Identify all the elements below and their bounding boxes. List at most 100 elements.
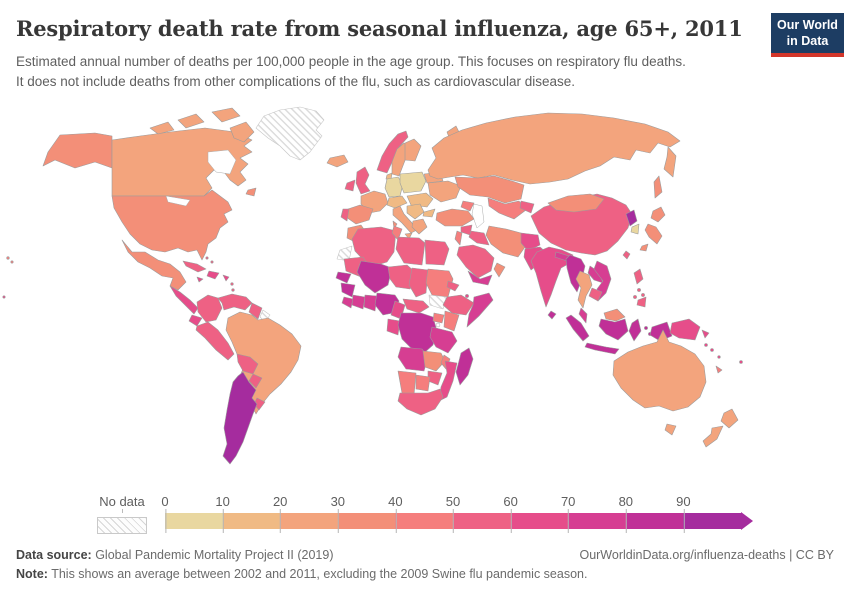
region-thailand[interactable] (575, 270, 593, 309)
region-solomon[interactable] (710, 348, 714, 352)
region-java[interactable] (584, 342, 620, 355)
region-kazakhstan[interactable] (454, 175, 525, 204)
region-lesser-antilles[interactable] (231, 288, 235, 292)
region-norway[interactable] (376, 130, 409, 174)
region-kyrgyz-tajik[interactable] (519, 200, 535, 214)
region-somalia[interactable] (466, 292, 494, 328)
region-kenya[interactable] (443, 310, 460, 332)
region-new-britain[interactable] (701, 329, 710, 339)
region-mexico[interactable] (121, 239, 187, 291)
region-usa[interactable] (111, 189, 233, 261)
region-eritrea[interactable] (446, 280, 460, 292)
region-botswana[interactable] (415, 374, 431, 392)
region-philippines-visayas[interactable] (637, 288, 641, 292)
region-south-africa[interactable] (397, 388, 444, 416)
region-solomon[interactable] (704, 343, 708, 347)
region-kalimantan[interactable] (598, 318, 629, 341)
region-australia[interactable] (612, 329, 707, 412)
region-ghana-togo-benin[interactable] (363, 294, 378, 312)
region-new-zealand-south[interactable] (702, 425, 724, 448)
region-colombia[interactable] (196, 294, 223, 323)
region-uganda[interactable] (432, 312, 445, 324)
region-jamaica[interactable] (196, 276, 204, 283)
region-drc[interactable] (397, 312, 438, 354)
region-philippines-visayas[interactable] (641, 293, 645, 297)
region-philippines-mindanao[interactable] (636, 296, 647, 308)
region-japan-honshu[interactable] (644, 223, 663, 245)
region-oman[interactable] (493, 262, 506, 278)
region-iran[interactable] (485, 225, 526, 258)
region-iceland[interactable] (326, 154, 349, 168)
region-canada-arctic-island[interactable] (149, 121, 175, 135)
region-portugal[interactable] (340, 208, 350, 222)
region-yemen[interactable] (467, 270, 493, 286)
region-central-europe[interactable] (386, 195, 408, 209)
region-vanuatu[interactable] (717, 355, 721, 359)
region-fiji[interactable] (739, 360, 743, 364)
region-philippines-visayas[interactable] (633, 295, 637, 299)
region-turkey[interactable] (435, 208, 475, 227)
region-sicily[interactable] (404, 232, 413, 240)
region-ethiopia[interactable] (442, 294, 475, 316)
region-bulgaria[interactable] (422, 208, 436, 218)
region-levant[interactable] (454, 230, 463, 246)
region-puerto-rico[interactable] (222, 274, 230, 282)
region-madagascar[interactable] (455, 347, 474, 386)
region-japan-hokkaido[interactable] (650, 206, 666, 223)
region-zambia[interactable] (422, 350, 446, 372)
region-north-korea[interactable] (625, 209, 638, 227)
region-sulawesi[interactable] (628, 318, 642, 342)
region-philippines-luzon[interactable] (633, 268, 644, 285)
owid-logo[interactable]: Our World in Data (771, 13, 844, 58)
region-chad[interactable] (408, 267, 429, 298)
region-djibouti[interactable] (465, 294, 469, 298)
region-cambodia[interactable] (588, 287, 603, 302)
region-niger[interactable] (387, 264, 416, 290)
region-sumatra[interactable] (565, 314, 590, 342)
region-balkans[interactable] (406, 203, 425, 220)
region-lesser-antilles[interactable] (230, 282, 234, 286)
region-ivory-coast[interactable] (351, 294, 366, 310)
region-canada[interactable] (111, 127, 253, 197)
region-finland[interactable] (404, 138, 422, 162)
region-bahamas[interactable] (210, 260, 214, 264)
owid-link[interactable]: OurWorldinData.org/influenza-deaths | CC… (579, 548, 834, 562)
region-new-caledonia[interactable] (715, 365, 723, 374)
region-south-sudan[interactable] (428, 294, 448, 310)
region-caucasus[interactable] (460, 200, 475, 212)
region-sakhalin[interactable] (653, 175, 663, 199)
region-mongolia[interactable] (547, 193, 605, 213)
legend-bar[interactable] (165, 513, 741, 529)
region-hungary-romania[interactable] (406, 192, 434, 208)
region-sri-lanka[interactable] (547, 310, 557, 320)
region-mali[interactable] (356, 260, 393, 294)
region-guyana-suriname[interactable] (248, 302, 263, 320)
region-germany[interactable] (384, 176, 404, 198)
region-greenland[interactable] (255, 106, 325, 161)
region-borneo-malaysia[interactable] (603, 308, 626, 322)
region-senegal[interactable] (335, 271, 352, 284)
region-moluccas[interactable] (644, 326, 648, 330)
region-paraguay[interactable] (248, 373, 263, 389)
region-new-zealand-north[interactable] (720, 408, 739, 429)
region-hawaii[interactable] (10, 260, 14, 264)
region-kamchatka[interactable] (663, 146, 677, 178)
region-namibia[interactable] (397, 370, 417, 396)
region-tasmania[interactable] (664, 423, 677, 436)
region-india[interactable] (530, 246, 574, 308)
region-ireland[interactable] (344, 179, 356, 192)
legend-no-data[interactable]: No data (97, 494, 147, 534)
region-papua-new-guinea[interactable] (669, 318, 701, 341)
region-russia[interactable] (427, 112, 681, 185)
region-argentina-chile[interactable] (222, 371, 258, 465)
region-japan-kyushu[interactable] (639, 243, 649, 252)
region-ecuador[interactable] (188, 314, 203, 327)
region-bahamas[interactable] (205, 256, 209, 260)
region-mozambique[interactable] (438, 360, 458, 402)
region-canada-arctic-island[interactable] (211, 107, 241, 123)
region-central-african-republic[interactable] (402, 298, 430, 314)
region-hawaii[interactable] (6, 256, 10, 260)
region-venezuela[interactable] (217, 293, 253, 311)
region-south-korea[interactable] (630, 223, 640, 235)
region-central-america[interactable] (169, 285, 199, 315)
